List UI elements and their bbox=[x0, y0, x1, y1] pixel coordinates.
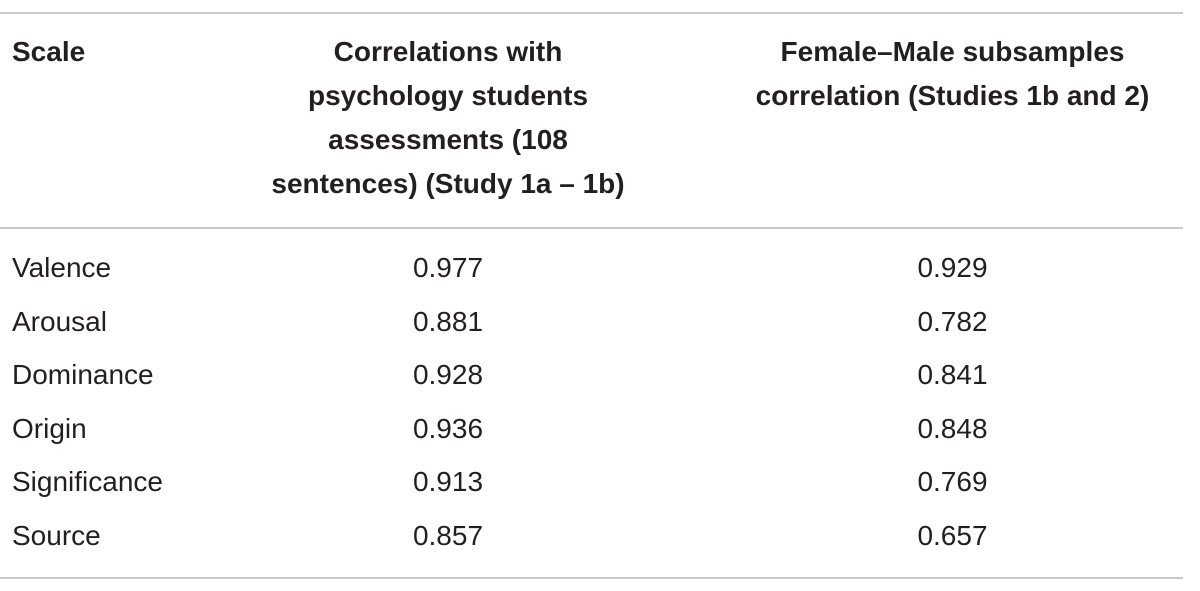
female-male-correlation-value: 0.782 bbox=[917, 305, 988, 337]
table-top-rule bbox=[0, 12, 1183, 14]
header-scale: Scale bbox=[12, 36, 86, 67]
header-line: sentences) (Study 1a – 1b) bbox=[271, 168, 625, 199]
scale-name: Significance bbox=[12, 466, 163, 498]
header-line: Correlations with bbox=[333, 36, 563, 67]
header-line: psychology students bbox=[307, 80, 589, 111]
female-male-correlation-value: 0.848 bbox=[917, 412, 988, 444]
header-psychology-correlations: Correlations with psychology students as… bbox=[228, 30, 668, 206]
table-row: Arousal 0.881 0.782 bbox=[0, 296, 1183, 350]
psych-correlation-value: 0.936 bbox=[412, 412, 484, 444]
psych-correlation-value: 0.857 bbox=[412, 519, 484, 551]
scale-name: Source bbox=[12, 519, 101, 551]
female-male-correlation-value: 0.657 bbox=[917, 519, 988, 551]
psych-correlation-value: 0.928 bbox=[412, 359, 484, 391]
female-male-correlation-value: 0.841 bbox=[917, 359, 988, 391]
table-row: Dominance 0.928 0.841 bbox=[0, 349, 1183, 403]
psych-correlation-value: 0.881 bbox=[412, 305, 484, 337]
table-row: Valence 0.977 0.929 bbox=[0, 242, 1183, 296]
table-bottom-rule bbox=[0, 577, 1183, 579]
scale-name: Origin bbox=[12, 412, 87, 444]
table-row: Source 0.857 0.657 bbox=[0, 510, 1183, 564]
header-line: assessments (108 bbox=[328, 124, 568, 155]
scale-name: Valence bbox=[12, 252, 112, 283]
header-rule bbox=[0, 227, 1183, 229]
header-female-male-correlation: Female–Male subsamples correlation (Stud… bbox=[715, 30, 1190, 118]
table-body: Valence 0.977 0.929 Arousal 0.881 0.782 … bbox=[0, 242, 1183, 564]
header-line: Female–Male subsamples bbox=[780, 36, 1125, 67]
table-row: Significance 0.913 0.769 bbox=[0, 456, 1183, 510]
psych-correlation-value: 0.913 bbox=[412, 466, 484, 498]
psych-correlation-value: 0.977 bbox=[412, 252, 484, 283]
female-male-correlation-value: 0.929 bbox=[917, 252, 988, 283]
header-line: correlation (Studies 1b and 2) bbox=[755, 80, 1150, 111]
table-row: Origin 0.936 0.848 bbox=[0, 403, 1183, 457]
female-male-correlation-value: 0.769 bbox=[917, 466, 988, 498]
scale-name: Dominance bbox=[12, 359, 154, 391]
scale-name: Arousal bbox=[12, 305, 107, 337]
